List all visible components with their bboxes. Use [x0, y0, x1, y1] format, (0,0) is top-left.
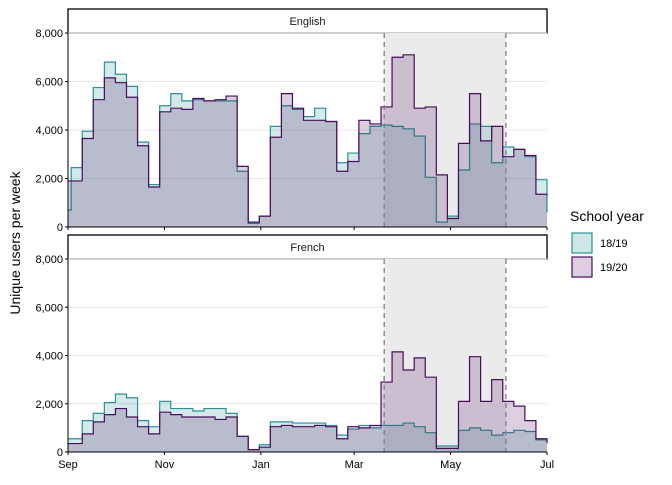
area-series-19-20: [68, 351, 547, 452]
x-tick-label: Jan: [252, 459, 270, 471]
shaded-period: [384, 33, 506, 227]
y-tick-label: 2,000: [35, 399, 63, 411]
line-series-19-20: [68, 351, 548, 451]
panel-english: English 0 2,000 4,000 6,000 8,000: [35, 8, 548, 234]
legend: School year 18/19 19/20: [570, 208, 644, 278]
facet-title: English: [289, 16, 325, 28]
area-series-19-20: [68, 54, 547, 227]
y-tick-label: 2,000: [35, 174, 63, 186]
x-tick-label: Sep: [58, 459, 78, 471]
x-tick-label: Jul: [540, 459, 554, 471]
y-tick-label: 0: [57, 222, 63, 234]
y-tick-label: 6,000: [35, 77, 63, 89]
y-tick-label: 0: [57, 447, 63, 459]
x-tick-label: May: [440, 459, 461, 471]
y-tick-label: 6,000: [35, 302, 63, 314]
facet-strip: [67, 234, 548, 260]
y-tick-label: 8,000: [35, 28, 63, 40]
line-series-18-19: [68, 393, 548, 451]
facet-strip: [67, 8, 548, 34]
x-tick-label: Mar: [345, 459, 364, 471]
y-axis-title: Unique users per week: [7, 170, 23, 314]
facet-title: French: [290, 242, 324, 254]
y-tick-label: 4,000: [35, 125, 63, 137]
y-tick-label: 8,000: [35, 254, 63, 266]
legend-key-19-20: [571, 256, 593, 278]
legend-label-19-20: 19/20: [600, 262, 628, 274]
line-series-19-20: [68, 54, 548, 223]
legend-key-18-19: [571, 232, 593, 254]
shaded-period: [384, 259, 506, 452]
area-series-18-19: [68, 62, 547, 227]
legend-title: School year: [570, 208, 644, 224]
y-tick-label: 4,000: [35, 351, 63, 363]
x-tick-label: Nov: [155, 459, 175, 471]
legend-label-18-19: 18/19: [600, 238, 628, 250]
panel-french: French 0 2,000 4,000 6,000 8,000: [35, 234, 548, 459]
